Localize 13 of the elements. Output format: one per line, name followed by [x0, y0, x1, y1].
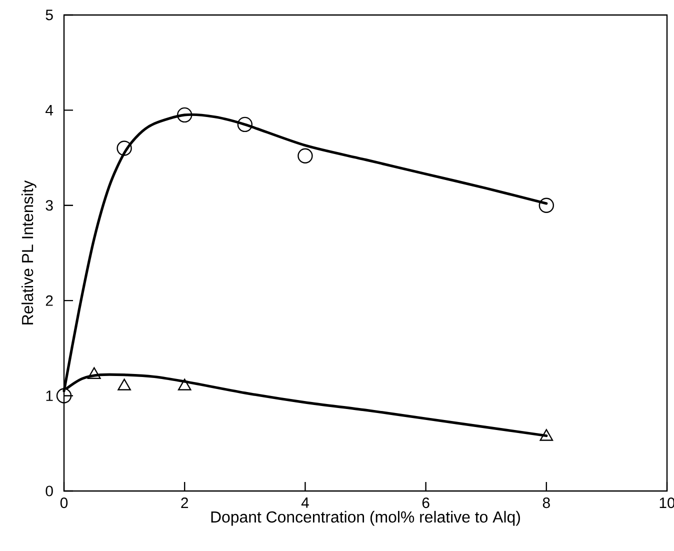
- y-tick-label: 2: [46, 295, 53, 306]
- x-axis-title: Dopant Concentration (mol% relative to Alq): [211, 510, 520, 526]
- x-tick-label: 6: [422, 498, 430, 508]
- y-tick-label: 0: [46, 486, 53, 496]
- y-tick-label: 4: [46, 105, 54, 116]
- y-tick-label: 1: [46, 390, 53, 401]
- x-tick-label: 8: [542, 498, 550, 508]
- y-axis-title: Relative PL Intensity: [21, 180, 36, 324]
- x-tick-label: 4: [301, 498, 309, 508]
- x-tick-label: 2: [181, 498, 188, 508]
- y-tick-label: 5: [46, 10, 53, 20]
- x-tick-label: 0: [60, 498, 68, 508]
- y-tick-label: 3: [46, 200, 53, 211]
